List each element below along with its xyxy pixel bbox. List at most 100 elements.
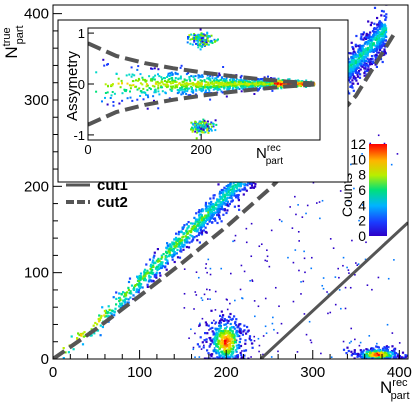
- data-point: [194, 356, 196, 359]
- inset-point: [145, 93, 147, 96]
- inset-point: [188, 82, 191, 85]
- data-point: [118, 292, 121, 295]
- inset-point: [196, 84, 199, 87]
- inset-point: [218, 74, 221, 77]
- data-point: [136, 275, 139, 278]
- data-point: [179, 239, 183, 242]
- data-point: [391, 353, 394, 356]
- data-point: [229, 328, 232, 331]
- data-point: [381, 44, 384, 47]
- data-point: [377, 46, 380, 49]
- data-point: [239, 328, 242, 331]
- inset-point: [207, 86, 210, 89]
- data-point: [208, 329, 210, 331]
- data-point: [152, 280, 155, 283]
- data-point: [380, 9, 384, 13]
- data-point: [206, 349, 209, 352]
- data-point: [265, 332, 268, 335]
- data-point: [219, 190, 222, 193]
- data-point: [168, 243, 171, 246]
- inset-point: [204, 83, 207, 86]
- data-point: [127, 289, 130, 292]
- data-point: [365, 47, 368, 50]
- data-point: [241, 333, 244, 336]
- data-point: [383, 53, 386, 56]
- data-point: [90, 328, 93, 331]
- data-point: [236, 189, 239, 192]
- data-point: [391, 351, 394, 354]
- data-point: [371, 35, 375, 38]
- data-point: [189, 234, 192, 237]
- data-point: [207, 211, 210, 214]
- data-point: [312, 181, 315, 184]
- data-point: [167, 245, 170, 248]
- inset-point: [130, 84, 133, 87]
- data-point: [223, 318, 226, 321]
- data-point: [151, 279, 154, 283]
- y-tick-label: 200: [24, 178, 49, 195]
- data-point: [232, 357, 235, 359]
- data-point: [220, 267, 223, 270]
- data-point: [209, 327, 212, 330]
- data-point: [99, 324, 102, 327]
- data-point: [357, 66, 360, 69]
- inset-point: [154, 82, 157, 85]
- data-point: [364, 70, 367, 73]
- data-point: [360, 60, 363, 63]
- data-point: [365, 32, 368, 35]
- data-point: [378, 355, 381, 358]
- inset-point: [220, 76, 223, 79]
- data-point: [194, 332, 196, 335]
- inset-point: [217, 74, 220, 77]
- data-point: [202, 220, 205, 223]
- data-point: [250, 356, 252, 358]
- data-point: [300, 293, 302, 295]
- data-point: [235, 330, 239, 333]
- data-point: [355, 262, 357, 264]
- inset-point: [135, 79, 137, 82]
- inset-point: [240, 74, 243, 77]
- data-point: [176, 248, 179, 252]
- inset-point: [234, 79, 237, 82]
- data-point: [215, 344, 218, 347]
- data-point: [93, 332, 96, 335]
- data-point: [385, 355, 388, 358]
- data-point: [198, 226, 201, 229]
- data-point: [376, 51, 379, 54]
- data-point: [371, 30, 375, 33]
- data-point: [166, 252, 169, 255]
- inset-point: [206, 86, 209, 88]
- data-point: [354, 60, 357, 63]
- data-point: [173, 254, 176, 257]
- inset-point: [204, 80, 207, 83]
- inset-point: [176, 84, 179, 87]
- inset-point: [299, 84, 301, 87]
- data-point: [360, 63, 363, 67]
- data-point: [349, 72, 352, 75]
- data-point: [393, 353, 396, 357]
- data-point: [135, 290, 138, 294]
- data-point: [212, 197, 215, 200]
- data-point: [229, 302, 231, 305]
- data-point: [169, 247, 172, 250]
- inset-point: [242, 83, 245, 86]
- inset-point: [200, 41, 203, 44]
- data-point: [273, 328, 275, 331]
- data-point: [292, 300, 295, 303]
- inset-point: [178, 89, 181, 92]
- data-point: [253, 335, 256, 338]
- data-point: [362, 349, 365, 352]
- inset-point: [215, 87, 218, 90]
- inset-point: [102, 58, 105, 61]
- data-point: [365, 62, 368, 65]
- data-point: [349, 68, 352, 72]
- inset-point: [197, 86, 200, 89]
- inset-point: [242, 85, 245, 88]
- data-point: [348, 60, 351, 63]
- data-point: [357, 352, 360, 355]
- data-point: [360, 353, 363, 356]
- data-point: [143, 268, 147, 271]
- data-point: [235, 339, 238, 342]
- data-point: [200, 223, 203, 226]
- data-point: [234, 355, 237, 358]
